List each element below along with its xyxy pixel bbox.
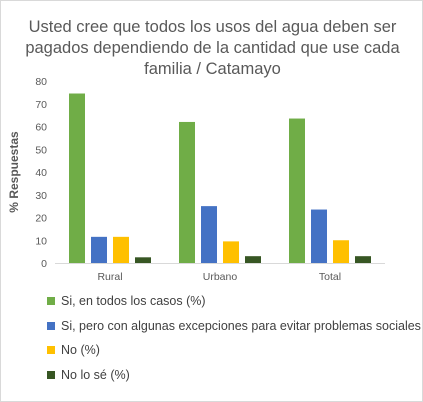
chart-legend: Si, en todos los casos (%) Si, pero con a…	[47, 289, 423, 387]
legend-label: Si, pero con algunas excepciones para ev…	[61, 318, 423, 333]
bar	[333, 240, 349, 263]
bar	[179, 121, 195, 263]
bar	[201, 206, 217, 263]
bar	[135, 257, 151, 263]
chart-title: Usted cree que todos los usos del agua d…	[25, 18, 400, 78]
x-tick-label: Urbano	[203, 271, 238, 283]
y-tick-label: 80	[35, 76, 47, 88]
legend-label: No lo sé (%)	[61, 367, 130, 382]
bar	[311, 209, 327, 263]
legend-swatch	[47, 321, 55, 330]
legend-item: Si, en todos los casos (%)	[47, 289, 423, 314]
bar	[113, 236, 129, 263]
y-tick-label: 40	[35, 167, 47, 179]
legend-item: No lo sé (%)	[47, 363, 423, 388]
chart-plot: 0 10 20 30 40 50 60 70 80 % Respuestas Rural Urbano…	[7, 76, 385, 283]
y-tick-label: 70	[35, 99, 47, 111]
bar	[355, 256, 371, 263]
y-tick-label: 30	[35, 190, 47, 202]
y-tick-label: 50	[35, 144, 47, 156]
bar	[69, 93, 85, 263]
legend-swatch	[47, 346, 55, 355]
legend-label: No (%)	[61, 343, 100, 358]
bar	[223, 241, 239, 263]
legend-swatch	[47, 370, 55, 379]
legend-item: Si, pero con algunas excepciones para ev…	[47, 314, 423, 339]
y-tick-label: 60	[35, 122, 47, 134]
bar	[91, 236, 107, 263]
x-tick-label: Total	[319, 271, 341, 283]
y-tick-label: 20	[35, 213, 47, 225]
bar	[245, 256, 261, 263]
y-tick-label: 0	[41, 258, 47, 270]
legend-label: Si, en todos los casos (%)	[61, 294, 206, 309]
x-tick-label: Rural	[97, 271, 122, 283]
y-axis-title: % Respuestas	[7, 131, 21, 213]
legend-swatch	[47, 297, 55, 306]
legend-item: No (%)	[47, 338, 423, 363]
y-tick-label: 10	[35, 235, 47, 247]
bar	[289, 118, 305, 263]
